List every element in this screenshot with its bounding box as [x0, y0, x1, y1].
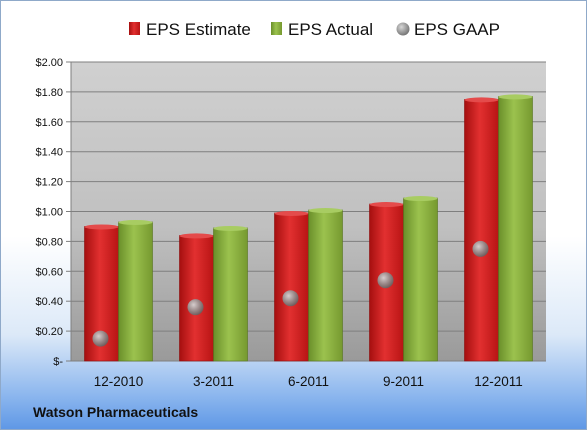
bar-cap-estimate: [464, 97, 499, 103]
point-eps-gaap: [282, 290, 299, 307]
legend: EPS Estimate EPS Actual EPS GAAP: [129, 20, 500, 39]
y-tick-label: $1.00: [35, 207, 63, 219]
y-tick-label: $2.00: [35, 57, 63, 69]
x-category-label: 12-2011: [474, 374, 523, 389]
point-eps-gaap: [472, 240, 489, 257]
y-axis: $- $0.20 $0.40 $0.60 $0.80 $1.00 $1.20 $1.40 $1.…: [35, 57, 546, 368]
y-tick-label: $0.20: [35, 326, 63, 338]
y-tick-label: $0.60: [35, 266, 63, 278]
bar-cap-actual: [118, 219, 153, 225]
legend-swatch-actual: [271, 22, 282, 35]
bar-eps-estimate: [179, 235, 214, 362]
legend-swatch-gaap: [396, 22, 410, 36]
bar-cap-estimate: [369, 202, 404, 208]
x-category-label: 3-2011: [193, 374, 234, 389]
bar-cap-estimate: [179, 233, 214, 239]
x-category-label: 9-2011: [383, 374, 424, 389]
bar-eps-estimate: [274, 212, 309, 362]
x-category-label: 6-2011: [288, 374, 329, 389]
y-tick-label: $1.80: [35, 87, 63, 99]
bar-cap-estimate: [84, 224, 119, 230]
y-tick-label: $-: [53, 356, 63, 368]
y-tick-label: $1.40: [35, 147, 63, 159]
bar-cap-estimate: [274, 210, 309, 216]
bar-cap-actual: [403, 196, 438, 202]
y-tick-label: $0.40: [35, 296, 63, 308]
legend-label: EPS Estimate: [146, 20, 251, 39]
legend-label: EPS Actual: [288, 20, 373, 39]
bar-cap-actual: [213, 225, 248, 231]
point-eps-gaap: [377, 272, 394, 289]
company-label: Watson Pharmaceuticals: [33, 404, 198, 420]
bar-eps-estimate: [464, 99, 499, 362]
bar-eps-actual: [308, 209, 343, 362]
point-eps-gaap: [187, 299, 204, 316]
bar-cap-actual: [498, 94, 533, 100]
bar-eps-actual: [498, 96, 533, 362]
bar-cap-actual: [308, 208, 343, 214]
y-tick-label: $0.80: [35, 236, 63, 248]
bar-eps-actual: [118, 221, 153, 362]
bar-eps-actual: [213, 227, 248, 362]
y-tick-label: $1.60: [35, 117, 63, 129]
bar-eps-actual: [403, 197, 438, 362]
legend-label: EPS GAAP: [414, 20, 500, 39]
bars: [84, 94, 533, 362]
gaap-points: [92, 240, 489, 347]
point-eps-gaap: [92, 330, 109, 347]
y-tick-label: $1.20: [35, 177, 63, 189]
legend-swatch-estimate: [129, 22, 140, 35]
x-axis: 12-2010 3-2011 6-2011 9-2011 12-2011: [94, 374, 523, 389]
x-category-label: 12-2010: [94, 374, 144, 389]
